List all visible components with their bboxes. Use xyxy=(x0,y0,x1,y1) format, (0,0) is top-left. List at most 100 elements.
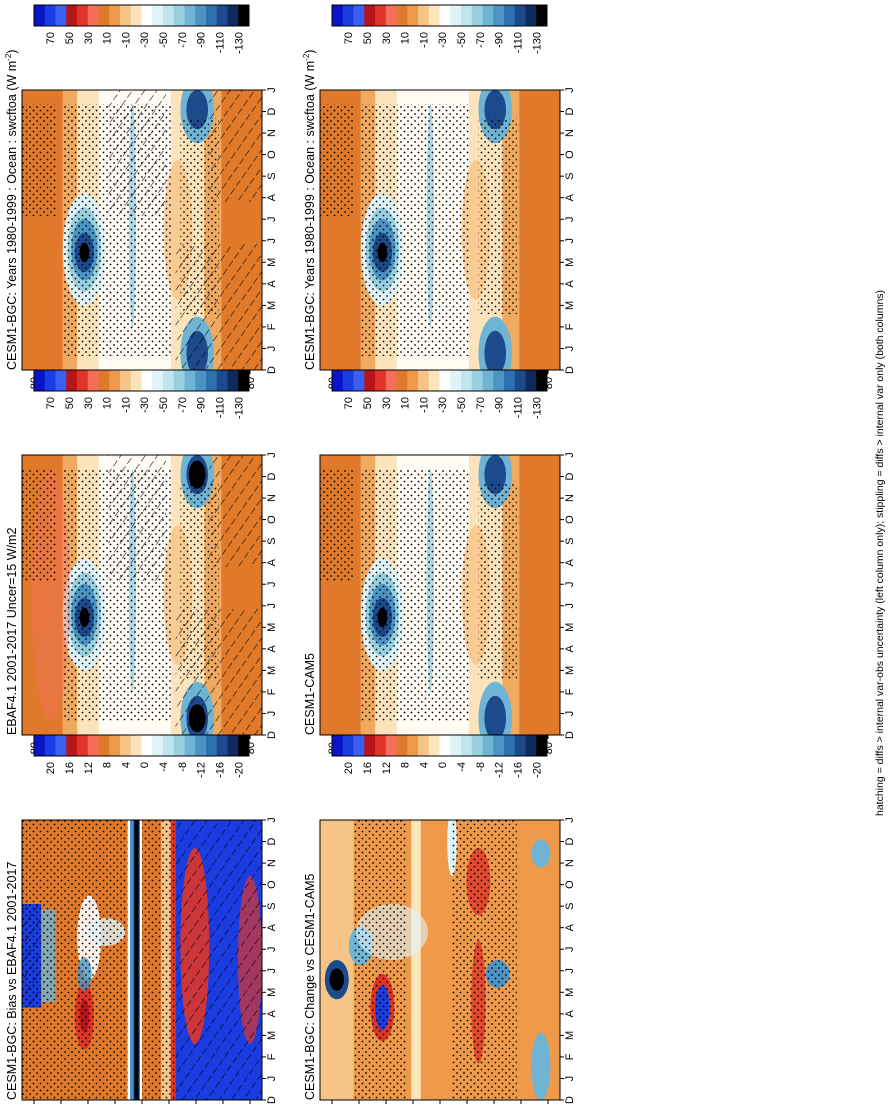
month-tick-label: M xyxy=(564,666,576,675)
month-tick-label: F xyxy=(266,323,278,330)
panel-p1: 80604020020406080°N°SDJFMAMJJASONDJCESM1… xyxy=(4,4,278,389)
month-tick-label: M xyxy=(564,1031,576,1040)
month-tick-label: J xyxy=(564,603,576,609)
month-tick-label: O xyxy=(564,150,576,159)
colorbar-label: -16 xyxy=(214,762,226,778)
colorbar-label: 30 xyxy=(381,397,393,409)
colorbar-label: -130 xyxy=(233,32,245,54)
month-tick-label: M xyxy=(266,301,278,310)
panel-title-text: CESM1-CAM5 xyxy=(303,653,317,735)
colorbar-swatch xyxy=(44,735,56,756)
month-tick-label: F xyxy=(564,1053,576,1060)
colorbar-swatch xyxy=(439,735,451,756)
colorbar-swatch xyxy=(482,5,494,26)
colorbar-swatch xyxy=(353,5,365,26)
colorbar-label: 10 xyxy=(400,32,412,44)
colorbar-label: 20 xyxy=(343,762,355,774)
colorbar-swatch xyxy=(461,370,473,391)
stippling-overlay xyxy=(22,820,176,1100)
colorbar-swatch xyxy=(55,735,67,756)
month-tick-label: J xyxy=(564,946,576,952)
colorbar-label: -110 xyxy=(214,32,226,53)
month-tick-label: J xyxy=(266,711,278,717)
colorbar-swatch xyxy=(173,735,185,756)
colorbar-swatch xyxy=(227,735,239,756)
month-tick-label: O xyxy=(266,515,278,524)
colorbar-swatch xyxy=(109,735,121,756)
colorbar-swatch xyxy=(238,5,250,26)
colorbar-label: 50 xyxy=(362,32,374,44)
month-tick-label: M xyxy=(266,623,278,632)
hatching-overlay xyxy=(108,90,262,370)
colorbar-swatch xyxy=(385,370,397,391)
panel-p2: 80604020020406080°N°SDJFMAMJJASONDJCESM1… xyxy=(302,4,576,389)
month-tick-label: J xyxy=(564,216,576,222)
colorbar-swatch xyxy=(418,370,430,391)
month-tick-label: A xyxy=(564,558,576,566)
month-tick-label: A xyxy=(564,280,576,288)
colorbar-swatch xyxy=(238,370,250,391)
panel-title-superscript: -2 xyxy=(4,53,13,61)
colorbar-swatch xyxy=(195,5,207,26)
colorbar-swatch xyxy=(120,735,132,756)
colorbar-label: -110 xyxy=(214,397,226,418)
colorbar-label: -12 xyxy=(196,762,208,778)
colorbar-label: -30 xyxy=(437,397,449,413)
colorbar-swatch xyxy=(87,370,99,391)
colorbar-swatch xyxy=(514,370,526,391)
colorbar-label: -50 xyxy=(158,32,170,48)
colorbar-swatch xyxy=(216,5,228,26)
month-tick-label: M xyxy=(266,666,278,675)
month-tick-label: S xyxy=(266,902,278,909)
colorbar-swatch xyxy=(504,5,516,26)
colorbar-label: 70 xyxy=(45,397,57,409)
month-tick-label: A xyxy=(266,280,278,288)
month-tick-label: M xyxy=(266,258,278,267)
panel-title-text: EBAF4.1 2001-2017 Uncer=15 W/m2 xyxy=(5,528,19,735)
panel-title: CESM1-BGC: Years 1980-1999 : Ocean : swc… xyxy=(302,50,317,370)
month-tick-label: D xyxy=(266,366,278,374)
colorbar-swatch xyxy=(55,5,67,26)
colorbar-swatch xyxy=(493,735,505,756)
month-tick-label: F xyxy=(564,688,576,695)
colorbar-swatch xyxy=(216,735,228,756)
hatching-overlay xyxy=(22,820,262,1100)
colorbar-swatch xyxy=(109,370,121,391)
colorbar-swatch xyxy=(353,370,365,391)
month-tick-label: A xyxy=(266,558,278,566)
colorbar-swatch xyxy=(407,5,419,26)
colorbar-swatch xyxy=(195,735,207,756)
colorbar-swatch xyxy=(173,5,185,26)
month-tick-label: M xyxy=(266,1031,278,1040)
colorbar-swatch xyxy=(66,5,78,26)
colorbar-label: 16 xyxy=(362,762,374,774)
colorbar-swatch xyxy=(141,370,153,391)
colorbar-swatch xyxy=(206,370,218,391)
colorbar-swatch xyxy=(407,735,419,756)
month-tick-label: A xyxy=(266,645,278,653)
colorbar-label: -8 xyxy=(177,762,189,772)
colorbar-swatch xyxy=(77,370,89,391)
colorbar-swatch xyxy=(396,5,408,26)
panel-title-tail: ) xyxy=(5,50,19,54)
month-tick-label: M xyxy=(564,988,576,997)
colorbar-swatch xyxy=(482,370,494,391)
panel-title-tail: ) xyxy=(303,50,317,54)
month-tick-label: D xyxy=(266,731,278,739)
colorbar-swatch xyxy=(227,370,239,391)
month-tick-label: J xyxy=(266,87,278,93)
colorbar-label: -130 xyxy=(531,32,543,54)
colorbar-label: -4 xyxy=(456,762,468,772)
colorbar-label: 70 xyxy=(45,32,57,44)
colorbar-label: 30 xyxy=(83,397,95,409)
colorbar-label: -4 xyxy=(158,762,170,772)
colorbar-label: 70 xyxy=(343,397,355,409)
colorbar-label: -70 xyxy=(475,32,487,48)
colorbar-label: -50 xyxy=(456,32,468,48)
panel-title: CESM1-BGC: Years 1980-1999 : Ocean : swc… xyxy=(4,50,19,370)
colorbar-swatch xyxy=(525,735,537,756)
colorbar-swatch xyxy=(450,735,462,756)
colorbar-label: -50 xyxy=(158,397,170,413)
colorbar-label: -110 xyxy=(512,32,524,53)
